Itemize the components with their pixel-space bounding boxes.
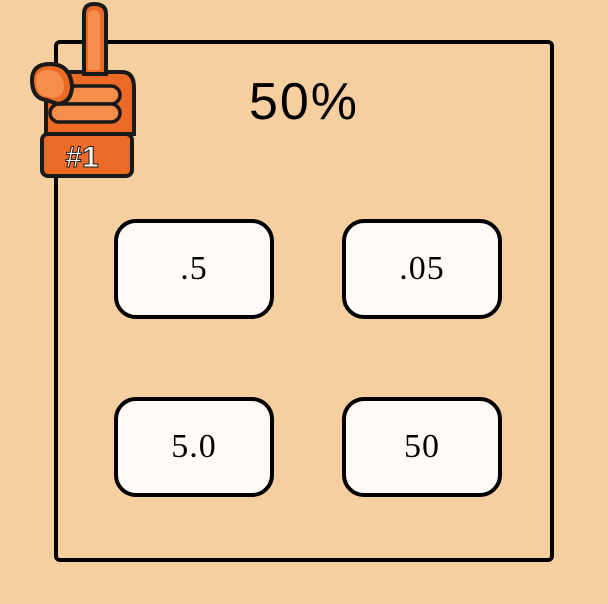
answer-card-2[interactable]: 5.0: [114, 397, 274, 497]
answer-label: .05: [399, 250, 445, 288]
svg-text:#1: #1: [65, 141, 98, 174]
answer-label: 50: [404, 428, 440, 466]
answer-label: .5: [180, 250, 208, 288]
answer-grid: .5 .05 5.0 50: [108, 208, 508, 508]
foam-finger-icon: #1: [22, 2, 152, 182]
prompt-text: 50%: [249, 73, 359, 131]
answer-card-0[interactable]: .5: [114, 219, 274, 319]
answer-label: 5.0: [171, 428, 217, 466]
answer-card-3[interactable]: 50: [342, 397, 502, 497]
quiz-stage: 50% .5 .05 5.0 50 #1: [0, 0, 608, 604]
answer-card-1[interactable]: .05: [342, 219, 502, 319]
